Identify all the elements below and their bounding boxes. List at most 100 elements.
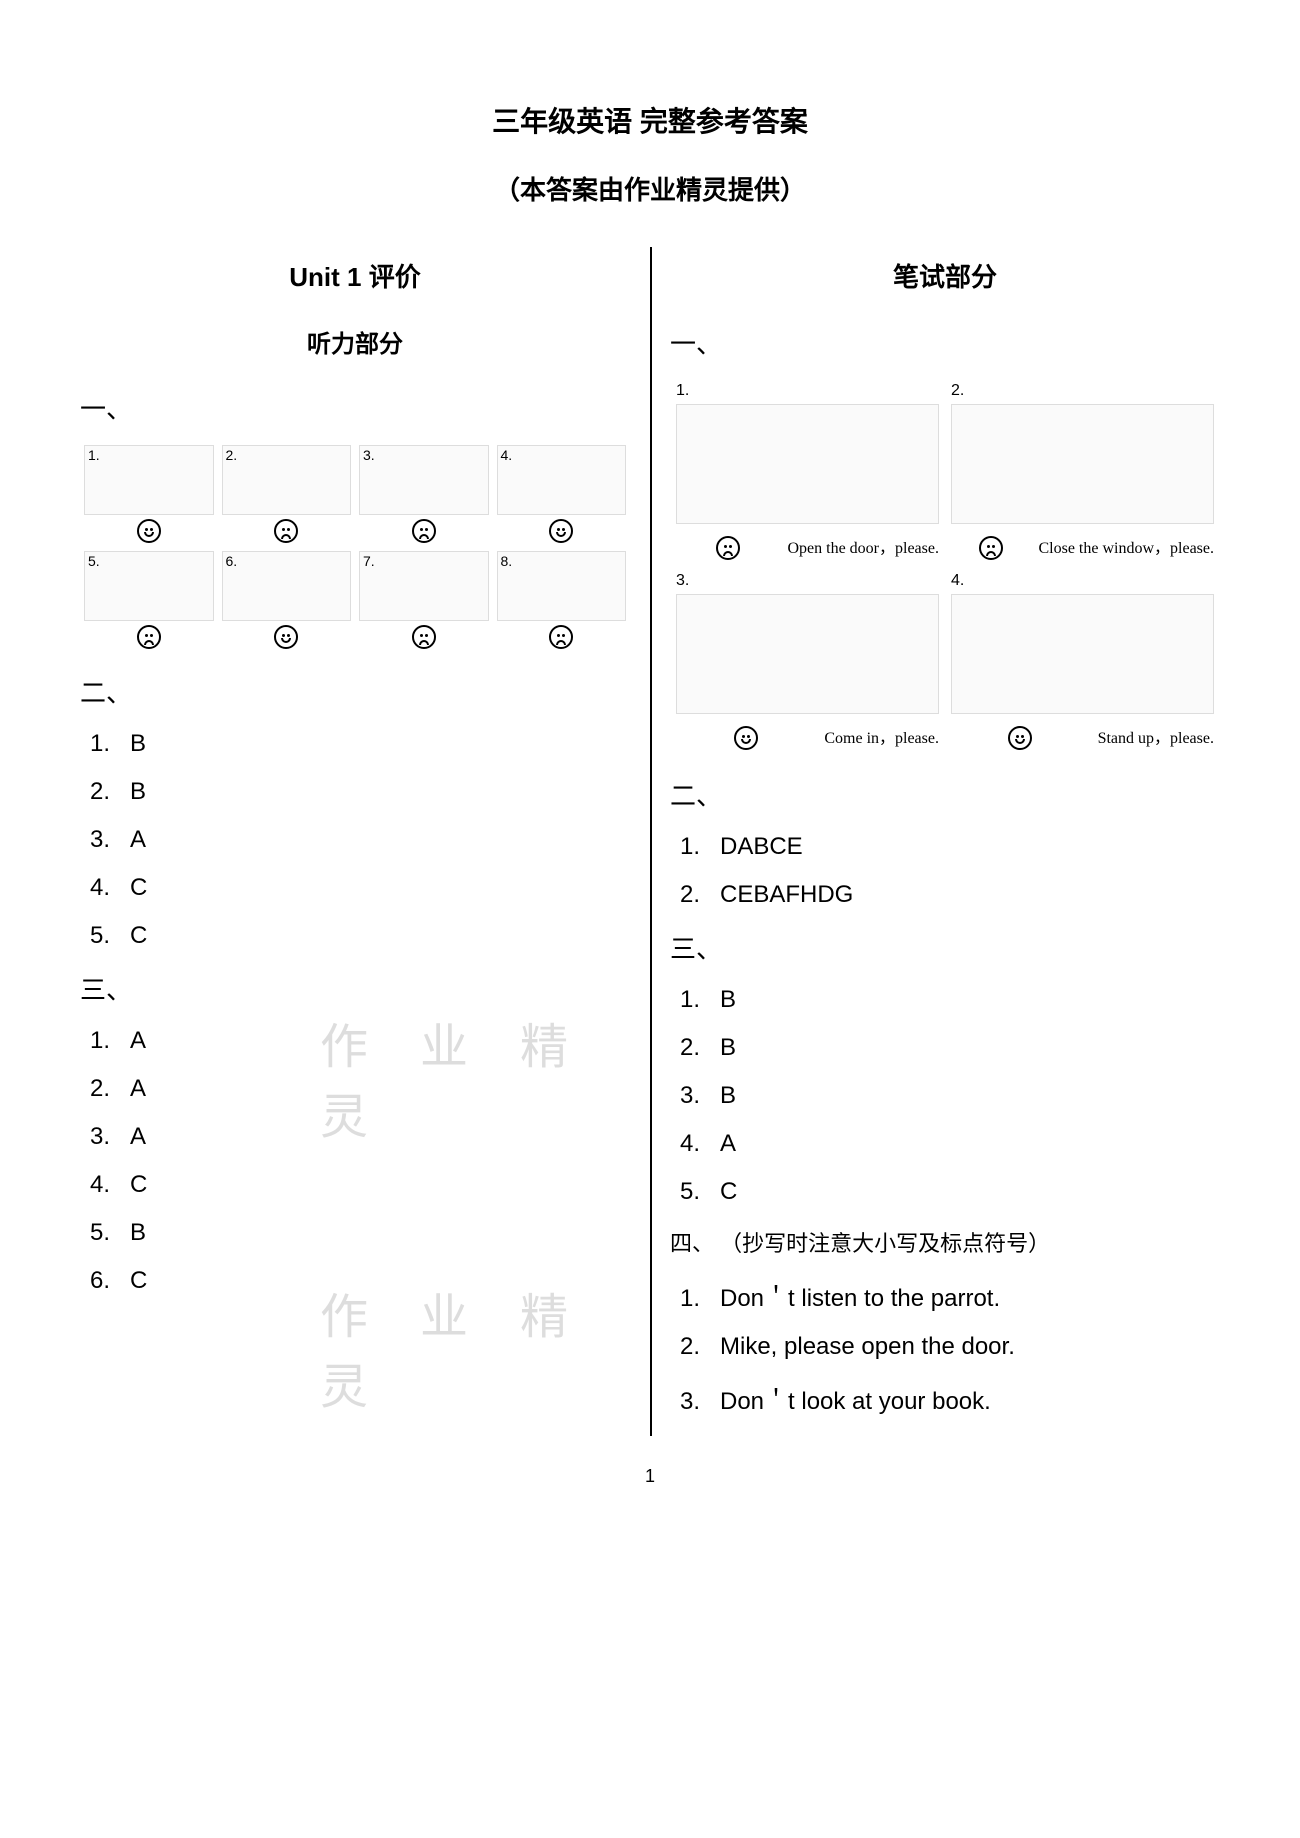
item-index: 5. [88, 553, 100, 569]
right-column: 笔试部分 一、 1. Open the door，please.2.Close t… [650, 247, 1240, 1436]
item-index: 1. [676, 382, 939, 400]
right-part3-answer: 5.C [670, 1178, 1220, 1206]
right-part4-answer: 3.Don＇t look at your book. [670, 1381, 1220, 1416]
answer-value: A [130, 1075, 146, 1102]
left-part2-answer: 3.A [80, 826, 630, 854]
item-index: 4. [501, 447, 513, 463]
answer-number: 4. [90, 1171, 130, 1199]
written-exercise-item: 1. Open the door，please. [670, 376, 945, 566]
answer-value: A [130, 826, 146, 853]
written-heading: 笔试部分 [670, 257, 1220, 294]
exercise-image [222, 551, 352, 621]
exercise-image [951, 594, 1214, 714]
answer-value: B [720, 1082, 736, 1109]
answer-number: 5. [90, 922, 130, 950]
answer-number: 1. [680, 986, 720, 1014]
left-part3-answer: 2.A [80, 1075, 630, 1103]
left-part2-label: 二、 [80, 673, 630, 710]
right-part2-answer: 2.CEBAFHDG [670, 881, 1220, 909]
sad-face-icon [979, 536, 1003, 560]
page-number: 1 [60, 1466, 1240, 1487]
answer-number: 2. [680, 881, 720, 909]
written-exercise-item: 4. Stand up，please. [945, 566, 1220, 756]
caption-text: Open the door，please. [787, 534, 939, 558]
happy-face-icon [274, 625, 298, 649]
answer-value: A [130, 1027, 146, 1054]
exercise-image [497, 445, 627, 515]
exercise-image [359, 551, 489, 621]
item-index: 7. [363, 553, 375, 569]
answer-value: DABCE [720, 833, 803, 860]
left-part2-answer: 1.B [80, 730, 630, 758]
answer-value: B [130, 1219, 146, 1246]
exercise-image-cell: 2. [218, 441, 356, 547]
left-part3-answer: 4.C [80, 1171, 630, 1199]
caption-text: Stand up，please. [1098, 724, 1214, 748]
page-subtitle: （本答案由作业精灵提供） [60, 170, 1240, 207]
right-part3-answer: 1.B [670, 986, 1220, 1014]
left-part2-answer: 5.C [80, 922, 630, 950]
answer-value: C [720, 1178, 737, 1205]
answer-number: 3. [90, 1123, 130, 1151]
sad-face-icon [549, 625, 573, 649]
exercise-image-cell: 8. [493, 547, 631, 653]
exercise-image [84, 445, 214, 515]
answer-number: 2. [90, 1075, 130, 1103]
left-part3-label: 三、 [80, 970, 630, 1007]
exercise-image [676, 594, 939, 714]
left-column: Unit 1 评价 听力部分 一、 1.2.3.4.5.6.7.8. 二、 1.… [60, 247, 650, 1436]
happy-face-icon [137, 519, 161, 543]
left-part3-answer: 1.A [80, 1027, 630, 1055]
item-index: 6. [226, 553, 238, 569]
answer-value: A [130, 1123, 146, 1150]
listening-heading: 听力部分 [80, 324, 630, 359]
sad-face-icon [412, 625, 436, 649]
left-part3-answer: 3.A [80, 1123, 630, 1151]
answer-number: 1. [90, 730, 130, 758]
right-part4-answer: 1.Don＇t listen to the parrot. [670, 1278, 1220, 1313]
exercise-image [222, 445, 352, 515]
answer-number: 4. [680, 1130, 720, 1158]
item-index: 1. [88, 447, 100, 463]
happy-face-icon [549, 519, 573, 543]
right-part2-label: 二、 [670, 776, 1220, 813]
item-index: 4. [951, 572, 1214, 590]
answer-value: Don＇t listen to the parrot. [720, 1285, 1000, 1312]
exercise-image-cell: 7. [355, 547, 493, 653]
left-part3-answer: 5.B [80, 1219, 630, 1247]
sad-face-icon [137, 625, 161, 649]
exercise-image [951, 404, 1214, 524]
item-index: 3. [676, 572, 939, 590]
exercise-image-cell: 4. [493, 441, 631, 547]
exercise-image-cell: 5. [80, 547, 218, 653]
answer-number: 5. [90, 1219, 130, 1247]
right-part4-heading: 四、 （抄写时注意大小写及标点符号） [670, 1226, 1220, 1258]
answer-value: C [130, 1267, 147, 1294]
answer-value: Don＇t look at your book. [720, 1388, 991, 1415]
right-part2-answer: 1.DABCE [670, 833, 1220, 861]
sad-face-icon [716, 536, 740, 560]
right-part1-label: 一、 [670, 324, 1220, 361]
answer-number: 2. [90, 778, 130, 806]
item-index: 3. [363, 447, 375, 463]
page-title: 三年级英语 完整参考答案 [60, 100, 1240, 140]
written-exercise-item: 2.Close the window，please. [945, 376, 1220, 566]
answer-number: 5. [680, 1178, 720, 1206]
column-divider [650, 247, 652, 1436]
watermark: 作 业 精 灵 [320, 1277, 650, 1417]
item-index: 2. [951, 382, 1214, 400]
exercise-image-cell: 3. [355, 441, 493, 547]
exercise-caption: Open the door，please. [676, 532, 939, 560]
answer-number: 2. [680, 1034, 720, 1062]
answer-number: 1. [680, 833, 720, 861]
left-part2-answer: 4.C [80, 874, 630, 902]
right-part4-label: 四、 [670, 1231, 714, 1256]
answer-value: B [130, 778, 146, 805]
answer-value: C [130, 1171, 147, 1198]
happy-face-icon [1008, 726, 1032, 750]
answer-number: 1. [680, 1285, 720, 1313]
answer-value: A [720, 1130, 736, 1157]
written-exercise-item: 3.Come in，please. [670, 566, 945, 756]
exercise-image [359, 445, 489, 515]
answer-number: 3. [680, 1082, 720, 1110]
